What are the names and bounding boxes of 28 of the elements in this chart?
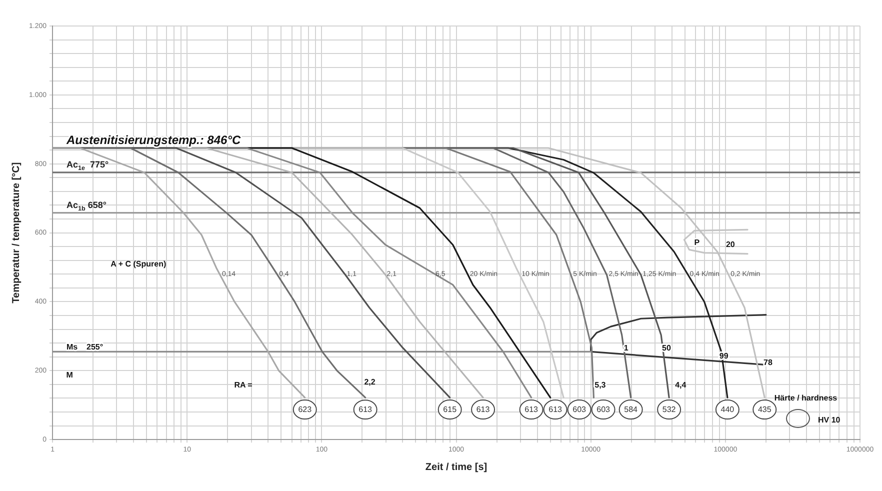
annotation: 603 [596, 404, 611, 414]
annotation: Austenitisierungstemp.: 846°C [65, 132, 241, 147]
annotation: 5,3 [594, 380, 606, 390]
annotation: 440 [720, 404, 735, 414]
annotation: Härte / hardness [774, 394, 838, 403]
annotation: 20 [726, 240, 736, 249]
annotation: 435 [758, 404, 772, 414]
annotation: 623 [298, 404, 312, 414]
annotation: 78 [764, 358, 773, 367]
annotation: A + C (Spuren) [110, 260, 166, 269]
annotation: RA = [234, 380, 253, 390]
annotation: 613 [476, 404, 490, 414]
annotation: M [66, 370, 74, 380]
x-axis-title: Zeit / time [s] [425, 462, 488, 473]
annotation: 603 [572, 404, 587, 414]
annotation: 615 [443, 404, 458, 414]
annotation: 2,2 [364, 378, 376, 387]
annotation: 613 [548, 404, 563, 414]
annotation: 532 [662, 404, 676, 414]
annotation: Ms 255° [66, 342, 104, 352]
annotation: P [694, 238, 700, 247]
annotation: 1 [624, 344, 629, 353]
annotation: 613 [358, 404, 373, 414]
annotation: HV 10 [818, 416, 841, 425]
annotation: 613 [524, 404, 539, 414]
annotation: 4,4 [675, 380, 687, 390]
annotation: 584 [624, 404, 638, 414]
y-axis-title: Temperatur / temperature [°C] [10, 162, 22, 304]
